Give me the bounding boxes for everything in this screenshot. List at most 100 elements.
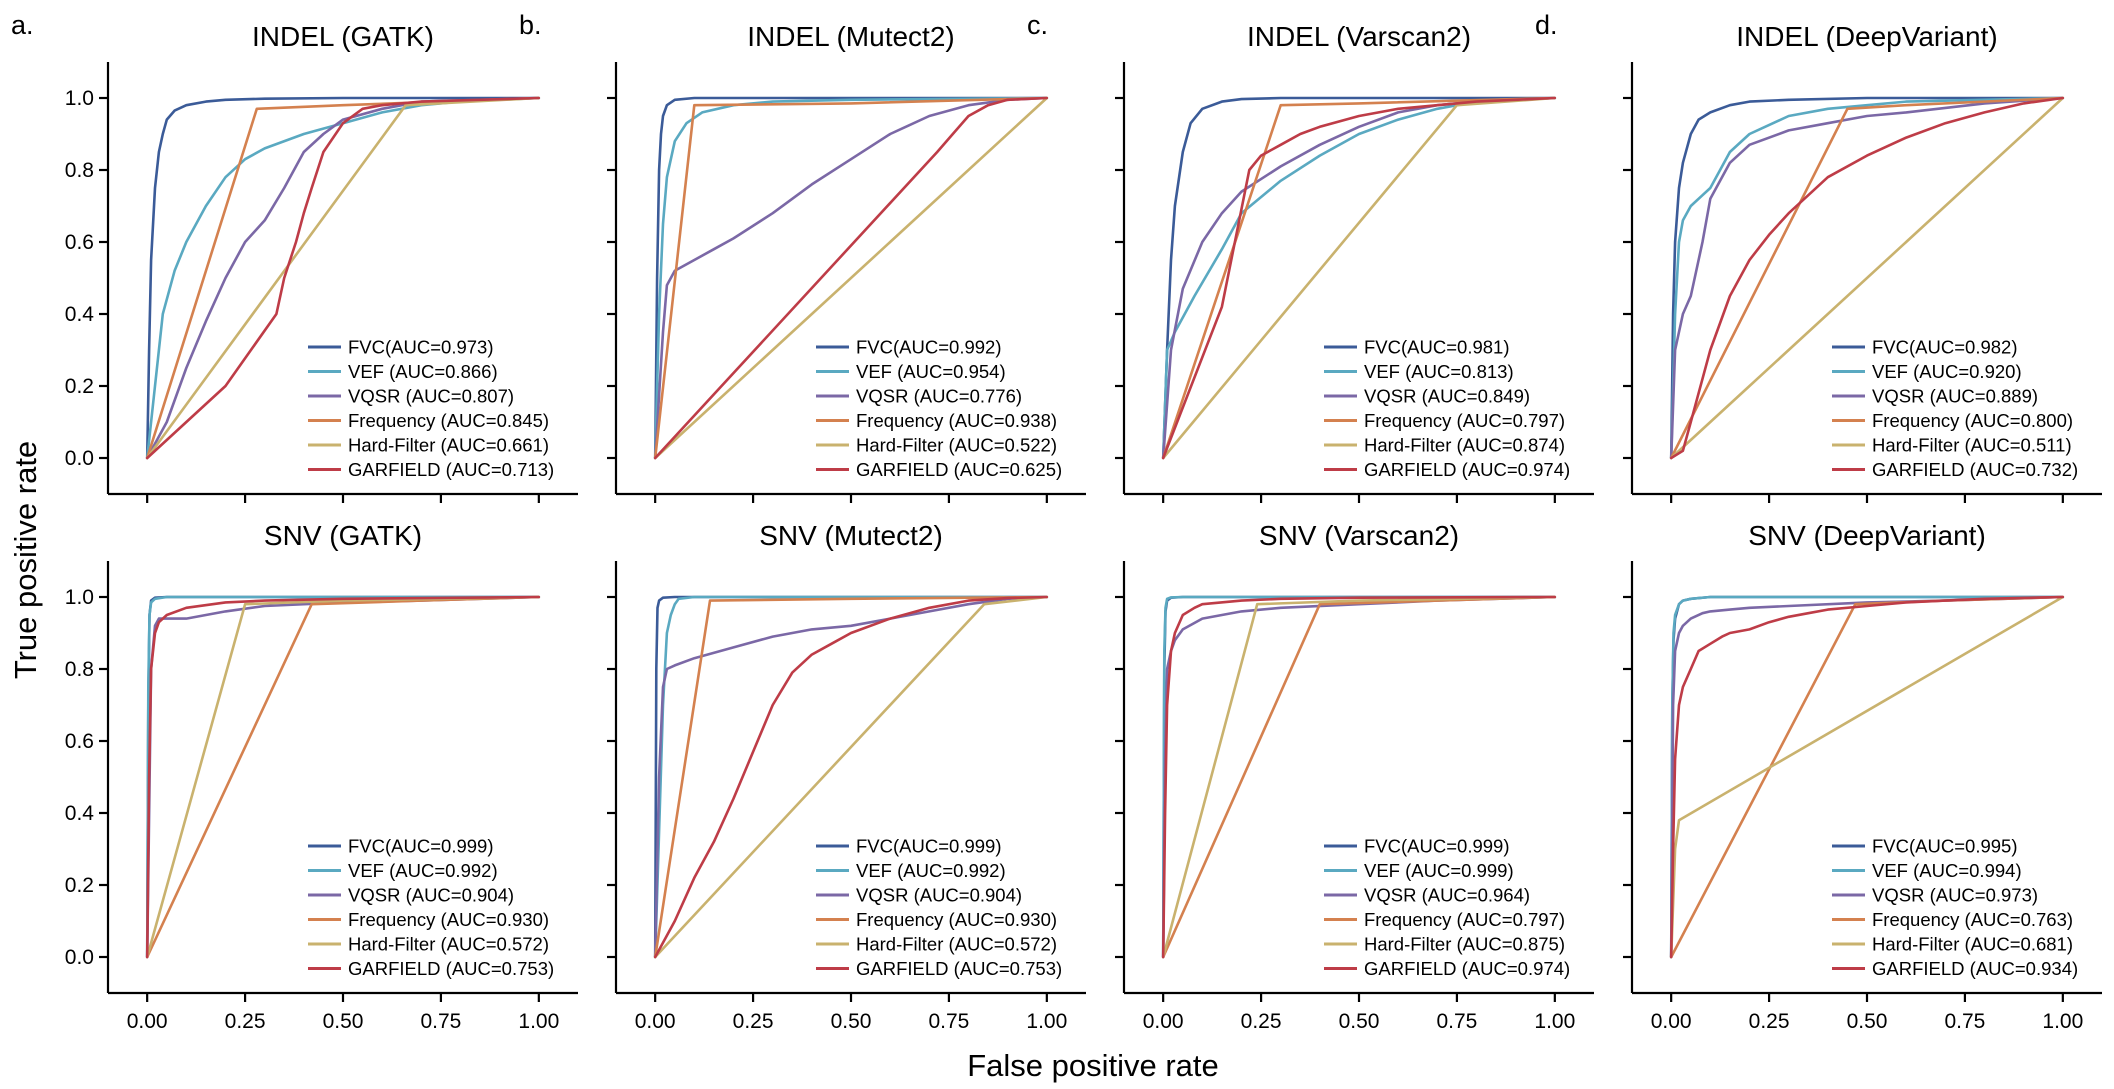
legend-entry: Hard-Filter (AUC=0.874) (1364, 435, 1565, 456)
legend-entry: Hard-Filter (AUC=0.572) (348, 934, 549, 955)
legend-entry: FVC(AUC=0.999) (1364, 836, 1509, 857)
x-tick-label: 0.00 (1651, 1010, 1692, 1033)
y-tick-label: 0.0 (65, 447, 94, 470)
roc-curve-vqsr (1669, 595, 2065, 959)
roc-curve-hard-filter (1161, 595, 1557, 959)
legend-entry: VEF (AUC=0.813) (1364, 361, 1514, 382)
legend-entry: Hard-Filter (AUC=0.875) (1364, 934, 1565, 955)
y-axis-title: True positive rate (8, 441, 43, 679)
legend-entry: GARFIELD (AUC=0.713) (348, 459, 554, 480)
x-tick-label: 1.00 (518, 1010, 559, 1033)
roc-curve-fvc (653, 595, 1049, 959)
series-lines (1161, 96, 1557, 460)
roc-curve-fvc (653, 96, 1049, 460)
legend-entry: VQSR (AUC=0.776) (856, 386, 1022, 407)
x-tick-label: 0.75 (928, 1010, 969, 1033)
y-tick-label: 0.2 (65, 874, 94, 897)
legend: FVC(AUC=0.999) VEF (AUC=0.992) VQSR (AUC=0… (308, 836, 554, 979)
legend-entry: GARFIELD (AUC=0.732) (1872, 459, 2078, 480)
roc-curve-frequency (1161, 96, 1557, 460)
roc-curve-fvc (145, 96, 541, 460)
legend-entry: GARFIELD (AUC=0.974) (1364, 958, 1570, 979)
x-tick-label: 0.50 (1847, 1010, 1888, 1033)
y-tick-label: 0.6 (65, 730, 94, 753)
legend-entry: FVC(AUC=0.992) (856, 337, 1001, 358)
y-tick-label: 0.8 (65, 159, 94, 182)
roc-curve-garfield (145, 595, 541, 959)
y-tick-label: 0.0 (65, 946, 94, 969)
roc-panel: 0.0 0.2 0.4 0.6 0.8 1.0 INDEL (GATK) a. FVC(AUC=… (11, 10, 578, 503)
roc-curve-hard-filter (653, 595, 1049, 959)
legend-entry: Frequency (AUC=0.763) (1872, 909, 2073, 930)
legend-entry: VEF (AUC=0.992) (856, 860, 1006, 881)
panel-title: SNV (Mutect2) (759, 520, 943, 551)
y-tick-label: 0.8 (65, 658, 94, 681)
legend-entry: VQSR (AUC=0.964) (1364, 885, 1530, 906)
legend-entry: VQSR (AUC=0.849) (1364, 386, 1530, 407)
legend-entry: Frequency (AUC=0.930) (348, 909, 549, 930)
legend: FVC(AUC=0.999) VEF (AUC=0.992) VQSR (AUC=0… (816, 836, 1062, 979)
legend-entry: VEF (AUC=0.920) (1872, 361, 2022, 382)
legend-entry: FVC(AUC=0.973) (348, 337, 493, 358)
y-tick-label: 0.2 (65, 375, 94, 398)
panel-letter: d. (1535, 10, 1558, 40)
legend-entry: FVC(AUC=0.981) (1364, 337, 1509, 358)
x-tick-label: 0.00 (127, 1010, 168, 1033)
roc-curve-hard-filter (653, 96, 1049, 460)
legend-entry: Frequency (AUC=0.797) (1364, 410, 1565, 431)
legend-entry: FVC(AUC=0.999) (856, 836, 1001, 857)
roc-curve-vef (1669, 96, 2065, 460)
x-tick-label: 0.00 (1143, 1010, 1184, 1033)
legend-entry: Frequency (AUC=0.938) (856, 410, 1057, 431)
legend: FVC(AUC=0.992) VEF (AUC=0.954) VQSR (AUC=0… (816, 337, 1062, 480)
x-tick-label: 0.75 (1436, 1010, 1477, 1033)
roc-curve-hard-filter (1669, 96, 2065, 460)
legend: FVC(AUC=0.981) VEF (AUC=0.813) VQSR (AUC=0… (1324, 337, 1570, 480)
series-lines (145, 595, 541, 959)
roc-curve-frequency (1669, 96, 2065, 460)
legend-entry: GARFIELD (AUC=0.974) (1364, 459, 1570, 480)
roc-curve-garfield (1161, 96, 1557, 460)
legend: FVC(AUC=0.999) VEF (AUC=0.999) VQSR (AUC=0… (1324, 836, 1570, 979)
x-tick-label: 1.00 (2042, 1010, 2083, 1033)
roc-curve-vqsr (145, 96, 541, 460)
legend-entry: GARFIELD (AUC=0.625) (856, 459, 1062, 480)
panel-title: INDEL (DeepVariant) (1736, 21, 1997, 52)
legend-entry: GARFIELD (AUC=0.753) (856, 958, 1062, 979)
roc-curve-frequency (653, 595, 1049, 959)
roc-curve-fvc (1161, 96, 1557, 460)
panel-title: INDEL (Mutect2) (747, 21, 954, 52)
legend-entry: Hard-Filter (AUC=0.572) (856, 934, 1057, 955)
panel-letter: a. (11, 10, 34, 40)
roc-panel: 0.00 0.25 0.50 0.75 1.00 SNV (Mutect2) FVC(AUC… (607, 520, 1086, 1033)
legend-entry: Frequency (AUC=0.800) (1872, 410, 2073, 431)
panel-letter: c. (1027, 10, 1048, 40)
x-tick-label: 0.25 (1241, 1010, 1282, 1033)
roc-panel: INDEL (Varscan2) c. FVC(AUC=0.981) VEF (AUC… (1027, 10, 1594, 503)
roc-curve-vqsr (1669, 96, 2065, 460)
legend-entry: Hard-Filter (AUC=0.522) (856, 435, 1057, 456)
roc-curve-garfield (653, 96, 1049, 460)
legend: FVC(AUC=0.995) VEF (AUC=0.994) VQSR (AUC=0… (1832, 836, 2078, 979)
y-tick-label: 0.4 (65, 802, 95, 825)
legend-entry: Hard-Filter (AUC=0.661) (348, 435, 549, 456)
legend-entry: Frequency (AUC=0.797) (1364, 909, 1565, 930)
roc-curve-vef (1161, 595, 1557, 959)
legend-entry: FVC(AUC=0.999) (348, 836, 493, 857)
roc-panel: 0.0 0.2 0.4 0.6 0.8 1.0 0.00 0.25 0.50 0.75 1.00 SN… (65, 520, 578, 1033)
panel-title: INDEL (Varscan2) (1247, 21, 1471, 52)
legend-entry: VEF (AUC=0.866) (348, 361, 498, 382)
y-tick-label: 0.4 (65, 303, 95, 326)
legend-entry: VQSR (AUC=0.904) (856, 885, 1022, 906)
roc-curve-garfield (1669, 96, 2065, 460)
legend: FVC(AUC=0.982) VEF (AUC=0.920) VQSR (AUC=0… (1832, 337, 2078, 480)
x-axis-title: False positive rate (967, 1048, 1219, 1083)
roc-curve-fvc (1669, 96, 2065, 460)
x-tick-label: 1.00 (1534, 1010, 1575, 1033)
roc-panel: 0.00 0.25 0.50 0.75 1.00 SNV (Varscan2) FVC(AU… (1115, 520, 1594, 1033)
series-lines (1161, 595, 1557, 959)
legend-entry: FVC(AUC=0.982) (1872, 337, 2017, 358)
legend-entry: VQSR (AUC=0.889) (1872, 386, 2038, 407)
legend-entry: VQSR (AUC=0.904) (348, 885, 514, 906)
